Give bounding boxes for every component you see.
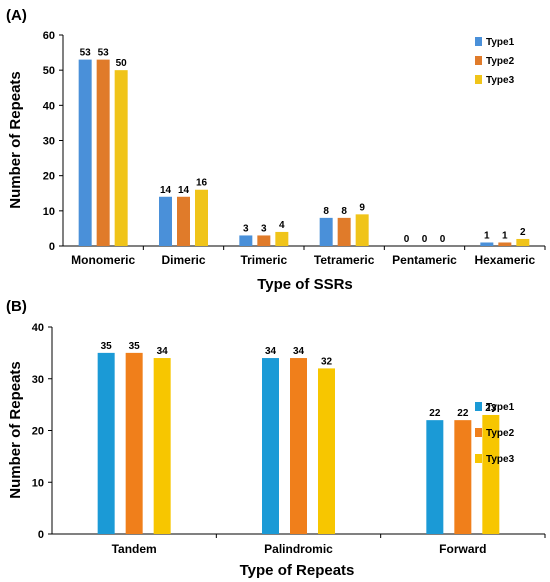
bar-type2-trimeric	[257, 235, 271, 246]
data-label: 34	[265, 346, 277, 357]
bar-type3-hexameric	[516, 238, 530, 246]
bar-type3-palindromic	[318, 368, 335, 534]
y-tick-label: 40	[32, 322, 44, 334]
data-label: 22	[429, 408, 441, 419]
data-label: 8	[323, 206, 329, 217]
category-label: Palindromic	[264, 542, 333, 556]
data-label: 32	[321, 356, 333, 367]
legend-label-type3: Type3	[486, 75, 515, 86]
bar-type3-dimeric	[195, 189, 208, 246]
data-label: 8	[341, 206, 347, 217]
y-tick-label: 50	[43, 65, 55, 77]
category-label: Trimeric	[240, 253, 287, 267]
legend-swatch-type2	[475, 428, 482, 437]
y-tick-label: 30	[32, 374, 44, 386]
x-axis-title: Type of SSRs	[257, 276, 353, 293]
y-tick-label: 10	[32, 477, 44, 489]
data-label: 0	[440, 234, 446, 245]
bar-type2-palindromic	[290, 358, 307, 534]
bar-type1-palindromic	[262, 358, 279, 534]
data-label: 16	[196, 178, 208, 189]
bar-type3-tandem	[153, 358, 171, 534]
bar-type2-tetrameric	[337, 217, 351, 246]
legend-swatch-type3	[475, 75, 482, 84]
data-label: 22	[457, 408, 469, 419]
data-label: 14	[160, 185, 172, 196]
data-label: 35	[101, 341, 113, 352]
data-label: 1	[502, 230, 508, 241]
data-label: 2	[520, 227, 526, 238]
data-label: 3	[261, 223, 267, 234]
data-label: 0	[422, 234, 428, 245]
y-tick-label: 20	[32, 426, 44, 438]
legend-swatch-type1	[475, 37, 482, 46]
bar-type3-forward	[482, 414, 500, 534]
legend-swatch-type1	[475, 402, 482, 411]
bar-type1-tetrameric	[319, 217, 333, 246]
legend-label-type2: Type2	[486, 428, 515, 439]
category-label: Tetrameric	[314, 253, 375, 267]
y-tick-label: 20	[43, 171, 55, 183]
data-label: 14	[178, 185, 190, 196]
data-label: 53	[98, 48, 110, 59]
y-tick-label: 0	[49, 241, 55, 253]
bar-type3-tetrameric	[355, 214, 369, 246]
bar-type2-tandem	[125, 352, 143, 534]
panel-label: (B)	[6, 298, 27, 315]
y-axis-title: Number of Repeats	[7, 71, 24, 209]
legend: Type1 Type2 Type3	[475, 37, 515, 86]
bar-type1-trimeric	[239, 235, 253, 246]
data-label: 34	[157, 346, 169, 357]
data-label: 4	[279, 220, 285, 231]
data-label: 53	[80, 48, 92, 59]
chart-panel-b: (B) 0 10 20 30 40 Tandem 35 35 34 Palindromic 34 34 3…	[6, 298, 546, 579]
x-axis-title: Type of Repeats	[240, 562, 355, 579]
panel-label: (A)	[6, 7, 27, 24]
bar-type2-dimeric	[177, 196, 190, 246]
legend-label-type1: Type1	[486, 37, 515, 48]
category-label: Monomeric	[71, 253, 135, 267]
y-tick-label: 60	[43, 30, 55, 42]
y-tick-label: 10	[43, 206, 55, 218]
data-label: 1	[484, 230, 490, 241]
y-tick-label: 40	[43, 100, 55, 112]
y-tick-label: 0	[38, 529, 44, 541]
bar-type2-hexameric	[498, 242, 512, 246]
legend-swatch-type3	[475, 454, 482, 463]
legend: Type1 Type2 Type3	[475, 402, 515, 465]
bar-type3-trimeric	[275, 231, 289, 246]
category-label: Dimeric	[161, 253, 205, 267]
category-label: Hexameric	[474, 253, 535, 267]
data-label: 3	[243, 223, 249, 234]
bar-type2-forward	[454, 420, 472, 534]
legend-label-type2: Type2	[486, 56, 515, 67]
bar-type3-monomeric	[114, 70, 128, 247]
legend-label-type3: Type3	[486, 454, 515, 465]
bar-type2-monomeric	[96, 59, 110, 246]
data-label: 35	[129, 341, 141, 352]
y-tick-label: 30	[43, 136, 55, 148]
data-label: 23	[485, 403, 497, 414]
y-axis-title: Number of Repeats	[7, 361, 24, 499]
bar-type1-hexameric	[480, 242, 494, 246]
bar-type1-forward	[426, 420, 444, 534]
category-label: Forward	[439, 542, 486, 556]
bar-type1-tandem	[97, 352, 115, 534]
bar-type1-dimeric	[159, 196, 172, 246]
data-label: 34	[293, 346, 305, 357]
legend-swatch-type2	[475, 56, 482, 65]
data-label: 9	[359, 202, 365, 213]
legend-label-type1: Type1	[486, 402, 515, 413]
data-label: 0	[404, 234, 410, 245]
bar-type1-monomeric	[78, 59, 92, 246]
category-label: Pentameric	[392, 253, 457, 267]
data-label: 50	[116, 58, 128, 69]
category-label: Tandem	[112, 542, 157, 556]
